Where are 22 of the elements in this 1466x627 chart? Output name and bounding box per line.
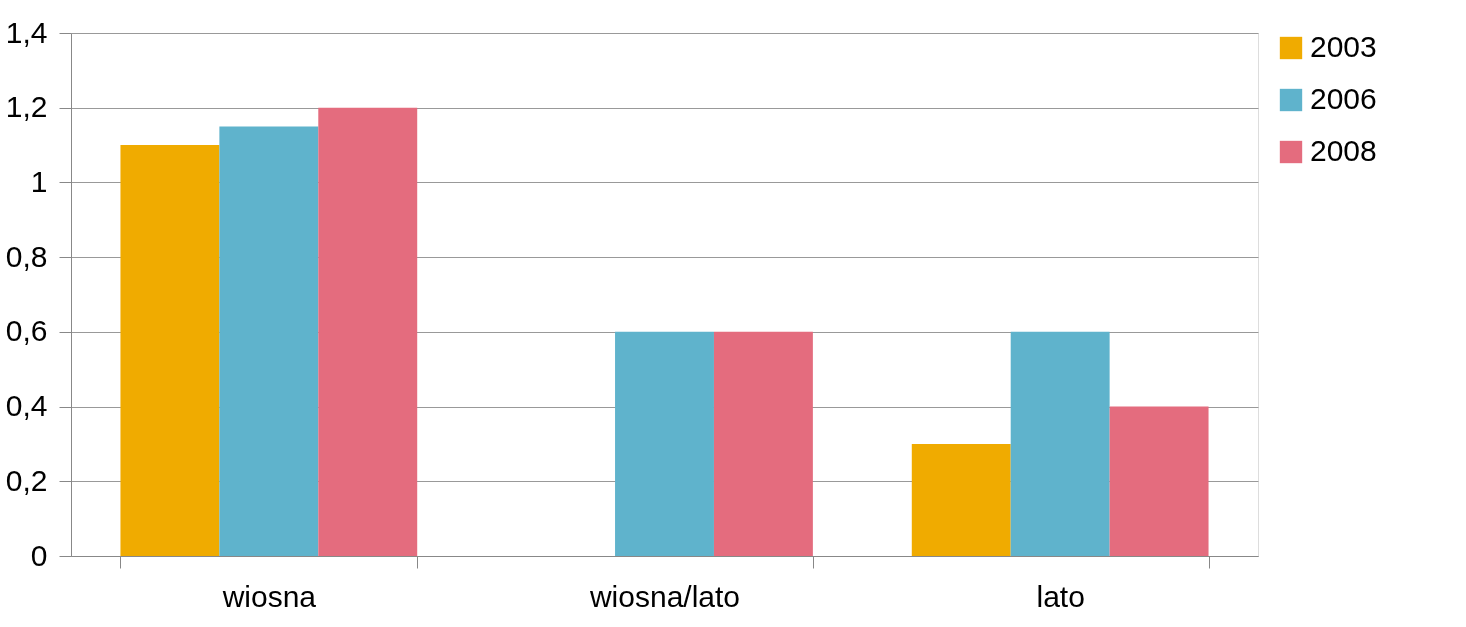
- y-tick-label: 0: [30, 538, 48, 572]
- bar: [1109, 406, 1209, 556]
- x-tick-label: wiosna/lato: [588, 579, 741, 613]
- bar: [318, 107, 418, 556]
- bar: [120, 145, 220, 556]
- y-tick-label: 0,8: [5, 239, 48, 273]
- y-tick-label: 0,2: [5, 463, 48, 497]
- x-tick-label: wiosna: [221, 579, 317, 613]
- y-tick-label: 0,6: [5, 314, 48, 348]
- bar: [713, 331, 813, 556]
- legend-label: 2006: [1310, 82, 1377, 115]
- x-tick-label: lato: [1036, 579, 1085, 613]
- y-tick-label: 1,4: [5, 15, 48, 49]
- legend-label: 2008: [1310, 134, 1377, 167]
- legend-label: 2003: [1310, 30, 1377, 63]
- bar: [615, 331, 714, 556]
- bar: [219, 126, 319, 556]
- y-tick-label: 0,4: [5, 389, 48, 423]
- y-tick-label: 1: [30, 164, 48, 198]
- y-tick-label: 1,2: [5, 90, 48, 124]
- bar: [911, 443, 1011, 556]
- bar: [1010, 331, 1110, 556]
